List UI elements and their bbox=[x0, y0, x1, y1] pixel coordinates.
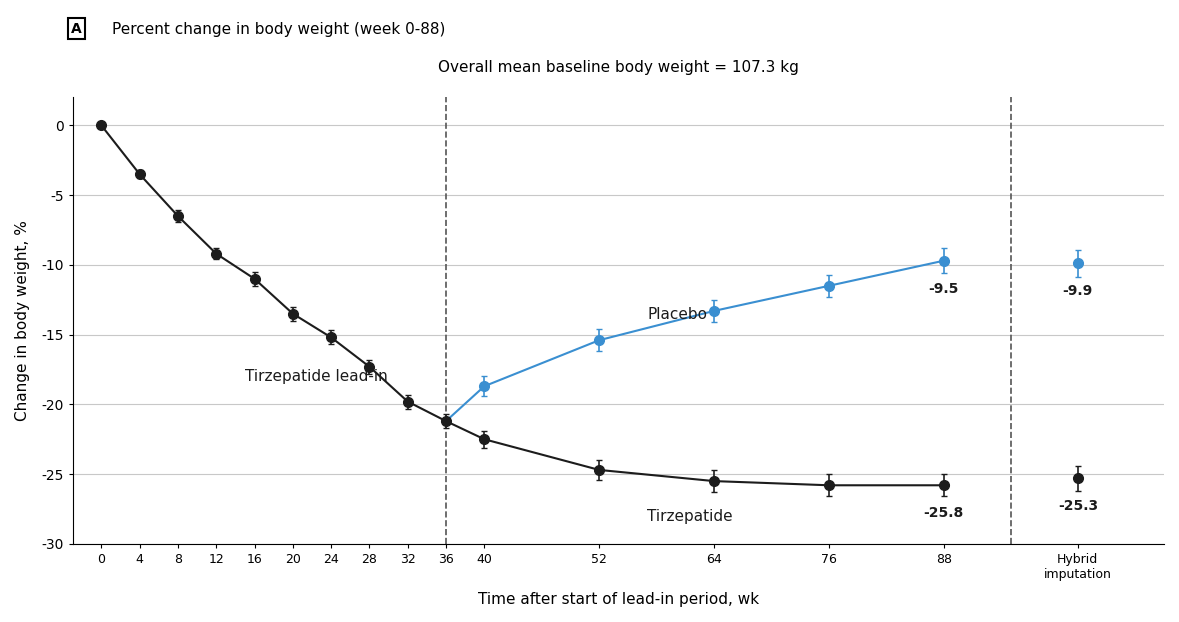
Text: -9.5: -9.5 bbox=[929, 282, 959, 295]
Text: -25.3: -25.3 bbox=[1058, 499, 1098, 513]
Text: Tirzepatide lead-in: Tirzepatide lead-in bbox=[245, 369, 388, 384]
Text: -9.9: -9.9 bbox=[1062, 284, 1093, 299]
Text: Placebo: Placebo bbox=[647, 307, 707, 322]
Y-axis label: Change in body weight, %: Change in body weight, % bbox=[15, 220, 29, 421]
Text: Percent change in body weight (week 0-88): Percent change in body weight (week 0-88… bbox=[112, 22, 446, 37]
X-axis label: Time after start of lead-in period, wk: Time after start of lead-in period, wk bbox=[477, 592, 759, 607]
Text: -25.8: -25.8 bbox=[923, 506, 964, 520]
Text: Tirzepatide: Tirzepatide bbox=[647, 509, 732, 524]
Text: A: A bbox=[71, 22, 83, 36]
Text: Overall mean baseline body weight = 107.3 kg: Overall mean baseline body weight = 107.… bbox=[437, 60, 798, 75]
